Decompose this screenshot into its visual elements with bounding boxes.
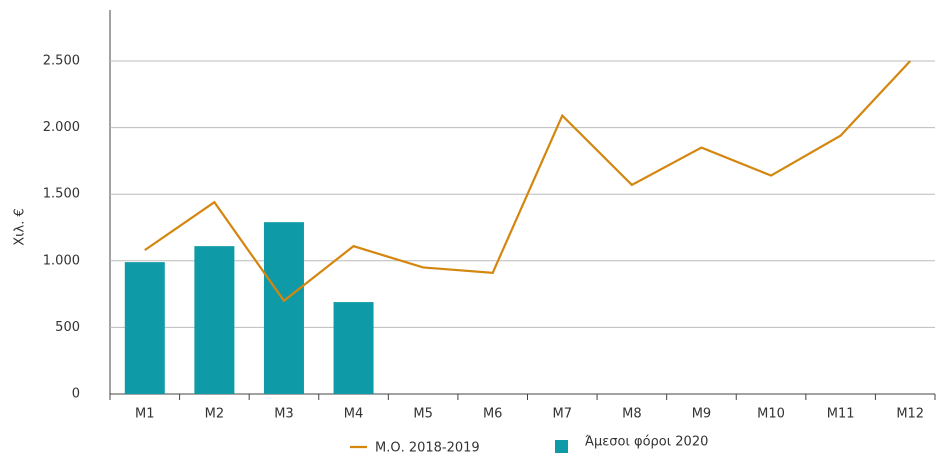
y-tick-label: 1.500 bbox=[43, 187, 80, 202]
x-tick-label: M12 bbox=[896, 407, 924, 422]
bar bbox=[263, 222, 304, 394]
bar bbox=[194, 246, 235, 394]
y-tick-label: 2.000 bbox=[43, 120, 80, 135]
x-tick-label: M6 bbox=[483, 407, 503, 422]
line bbox=[144, 60, 912, 303]
x-tick-label: M8 bbox=[622, 407, 642, 422]
x-tick-label: M2 bbox=[205, 407, 225, 422]
bar bbox=[124, 262, 165, 394]
x-tick-label: M1 bbox=[135, 407, 155, 422]
x-tick-label: M3 bbox=[274, 407, 294, 422]
legend-label: Μ.Ο. 2018-2019 bbox=[375, 441, 480, 456]
x-tick-label: M9 bbox=[692, 407, 712, 422]
legend-swatch bbox=[555, 440, 568, 453]
x-tick-label: M4 bbox=[344, 407, 364, 422]
y-tick-label: 2.500 bbox=[43, 54, 80, 69]
y-axis-label: Χιλ. € bbox=[13, 208, 28, 246]
bar bbox=[333, 302, 374, 394]
y-tick-label: 500 bbox=[55, 320, 80, 335]
x-tick-label: M11 bbox=[827, 407, 855, 422]
legend-label: Άμεσοι φόροι 2020 bbox=[585, 435, 708, 450]
y-tick-label: 0 bbox=[72, 387, 80, 402]
y-tick-label: 1.000 bbox=[43, 253, 80, 268]
x-tick-label: M7 bbox=[553, 407, 573, 422]
x-tick-label: M5 bbox=[413, 407, 433, 422]
x-tick-label: M10 bbox=[757, 407, 785, 422]
